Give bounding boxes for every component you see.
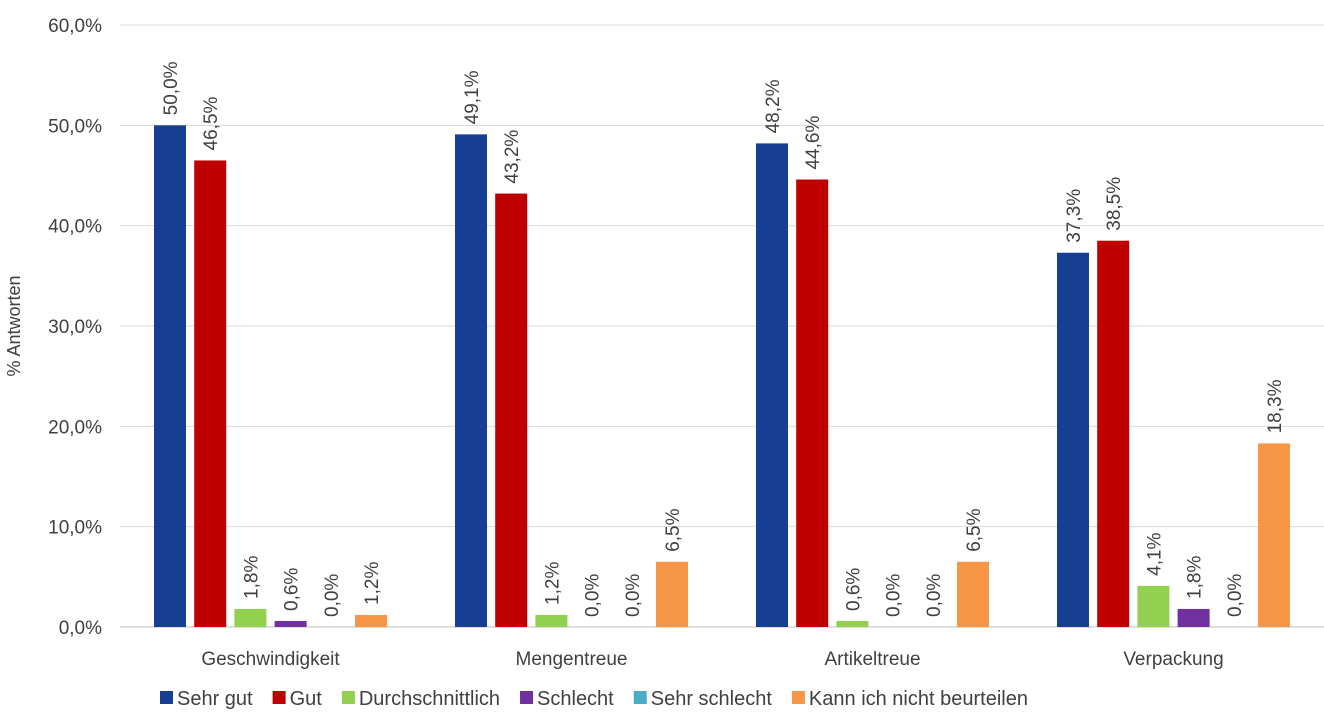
data-label: 37,3% [1064,189,1085,243]
data-label: 18,3% [1265,379,1286,433]
legend-label: Kann ich nicht beurteilen [809,688,1028,710]
x-category-label: Artikeltreue [824,649,920,670]
legend-swatch [160,691,173,704]
bar-kann-ich-nicht-beurteilen [656,561,688,627]
bar-gut [194,160,227,627]
legend-item: Sehr schlecht [633,688,773,710]
legend-swatch [791,691,805,704]
legend-swatch [272,691,286,704]
legend-label: Durchschnittlich [359,688,500,710]
data-label: 50,0% [161,61,182,115]
data-label: 0,0% [623,574,644,617]
data-label: 0,6% [843,568,864,611]
bar-kann-ich-nicht-beurteilen [957,561,989,627]
y-axis-title: % Antworten [4,275,24,376]
bar-sehr-gut [154,125,186,627]
legend-swatch [633,691,647,704]
data-label: 1,8% [241,556,262,599]
bar-schlecht [1177,608,1210,627]
legend-swatch [341,691,355,704]
bar-gut [1097,240,1130,627]
legend-label: Schlecht [537,688,614,710]
y-tick-label: 40,0% [48,217,102,238]
y-tick-label: 10,0% [48,518,102,539]
data-label: 6,5% [964,508,985,551]
y-tick-label: 30,0% [48,317,102,338]
data-label: 48,2% [763,79,784,133]
x-category-label: Verpackung [1123,649,1223,670]
bar-durchschnittlich [234,608,267,627]
gridlines [120,24,1324,628]
y-tick-label: 0,0% [59,618,102,639]
data-label: 46,5% [201,96,222,150]
legend-label: Sehr gut [177,688,253,710]
y-tick-label: 60,0% [48,16,102,37]
legend-item: Schlecht [520,688,614,710]
x-category-label: Mengentreue [516,649,628,670]
data-label: 1,2% [362,562,383,605]
data-label: 44,6% [803,116,824,170]
bars [154,125,1290,628]
y-tick-label: 20,0% [48,417,102,438]
data-label: 0,6% [282,568,303,611]
bar-gut [796,179,829,627]
bar-kann-ich-nicht-beurteilen [1258,443,1290,627]
legend-item: Gut [272,688,323,710]
data-label: 0,0% [1225,574,1246,617]
legend-item: Durchschnittlich [341,688,500,710]
legend-item: Kann ich nicht beurteilen [791,688,1028,710]
legend-item: Sehr gut [160,688,253,710]
data-label: 1,2% [542,562,563,605]
data-label: 6,5% [663,508,684,551]
data-label: 0,0% [884,574,905,617]
bar-sehr-gut [1057,252,1089,628]
data-label: 0,0% [583,574,604,617]
data-labels: 50,0% 46,5% 1,8% 0,6% 0,0% 1,2% 49,1% 43,2% 1,2%… [161,61,1286,617]
legend-label: Gut [290,688,323,710]
legend-swatch [520,691,534,704]
data-label: 49,1% [462,70,483,124]
x-category-label: Geschwindigkeit [201,649,340,670]
bar-durchschnittlich [836,620,869,627]
bar-gut [495,193,528,627]
data-label: 0,0% [924,574,945,617]
data-label: 43,2% [502,130,523,184]
bar-kann-ich-nicht-beurteilen [355,614,387,627]
x-axis-categories: Geschwindigkeit Mengentreue Artikeltreue Ve… [201,649,1223,670]
legend: Sehr gut Gut Durchschnittlich Schlecht Sehr … [160,688,1028,710]
data-label: 1,8% [1185,556,1206,599]
data-label: 0,0% [322,574,343,617]
bar-durchschnittlich [535,614,568,627]
y-tick-label: 50,0% [48,116,102,137]
bar-durchschnittlich [1137,585,1170,627]
bar-sehr-gut [455,134,487,627]
legend-label: Sehr schlecht [651,688,773,710]
data-label: 4,1% [1144,532,1165,575]
data-label: 38,5% [1104,177,1125,231]
y-axis-ticks: 0,0% 10,0% 20,0% 30,0% 40,0% 50,0% 60,0% [48,16,102,639]
bar-sehr-gut [756,143,788,628]
bar-schlecht [274,620,307,627]
